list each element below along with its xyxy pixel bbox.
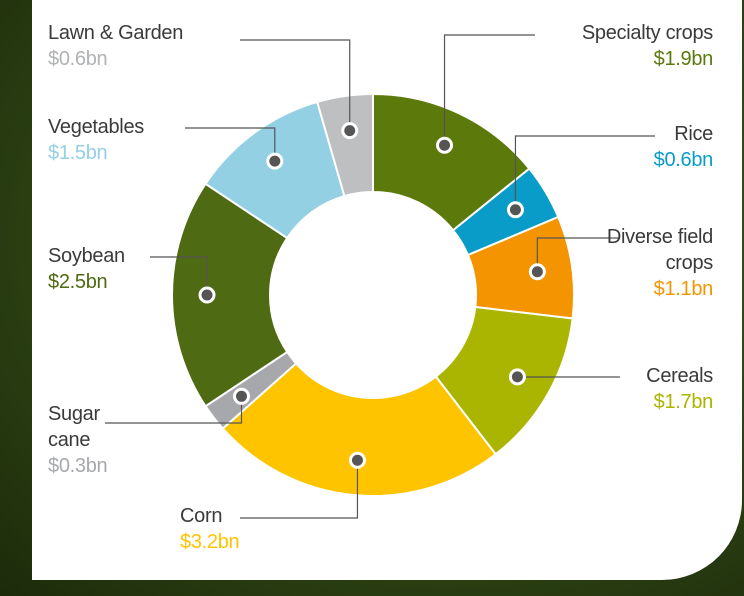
category-label: Lawn & Garden [48,22,184,44]
slice-label: Specialty crops $1.9bn [513,20,713,72]
category-label: Vegetables [48,116,144,138]
slice-label: Cereals $1.7bn [513,363,713,415]
value-label: $3.2bn [180,531,240,553]
value-label: $2.5bn [48,271,108,293]
donut-slice [171,182,289,408]
leader-line [443,34,535,146]
donut-slice [315,92,374,198]
value-label: $0.6bn [653,149,714,171]
category-label: Soybean [48,245,125,267]
value-label: $0.6bn [48,48,108,70]
marker [198,286,216,304]
slice-label: Diverse field crops $1.1bn [593,224,713,302]
value-label: $1.7bn [653,391,714,413]
category-label: Rice [674,123,713,145]
value-label: $1.5bn [48,142,108,164]
leader-line [105,396,243,424]
value-label: $1.1bn [653,278,714,300]
marker [508,368,526,386]
category-label: Specialty crops [581,22,713,44]
donut-slice [221,362,498,497]
leader-line [536,237,620,272]
marker [436,136,454,154]
category-label: Diverse field crops [606,226,713,274]
marker [348,451,366,469]
marker [266,152,284,170]
marker [341,122,359,140]
slice-label: Rice $0.6bn [513,121,714,173]
category-label: Cereals [646,365,713,387]
slice-label: Sugar cane $0.3bn [48,401,128,479]
category-label: Sugar cane [48,403,100,451]
leader-line [185,127,276,162]
value-label: $1.9bn [653,48,714,70]
marker [528,263,546,281]
slice-label: Lawn & Garden $0.6bn [48,20,248,72]
leader-line [240,460,359,519]
slice-label: Soybean $2.5bn [48,243,248,295]
donut-slice [372,92,531,232]
value-label: $0.3bn [48,455,108,477]
marker [233,387,251,405]
leader-line [150,256,208,295]
marker [506,201,524,219]
category-label: Corn [180,505,223,527]
leader-line [514,135,655,210]
slice-label: Corn $3.2bn [180,503,380,555]
slice-label: Vegetables $1.5bn [48,114,248,166]
leader-line [240,39,351,131]
